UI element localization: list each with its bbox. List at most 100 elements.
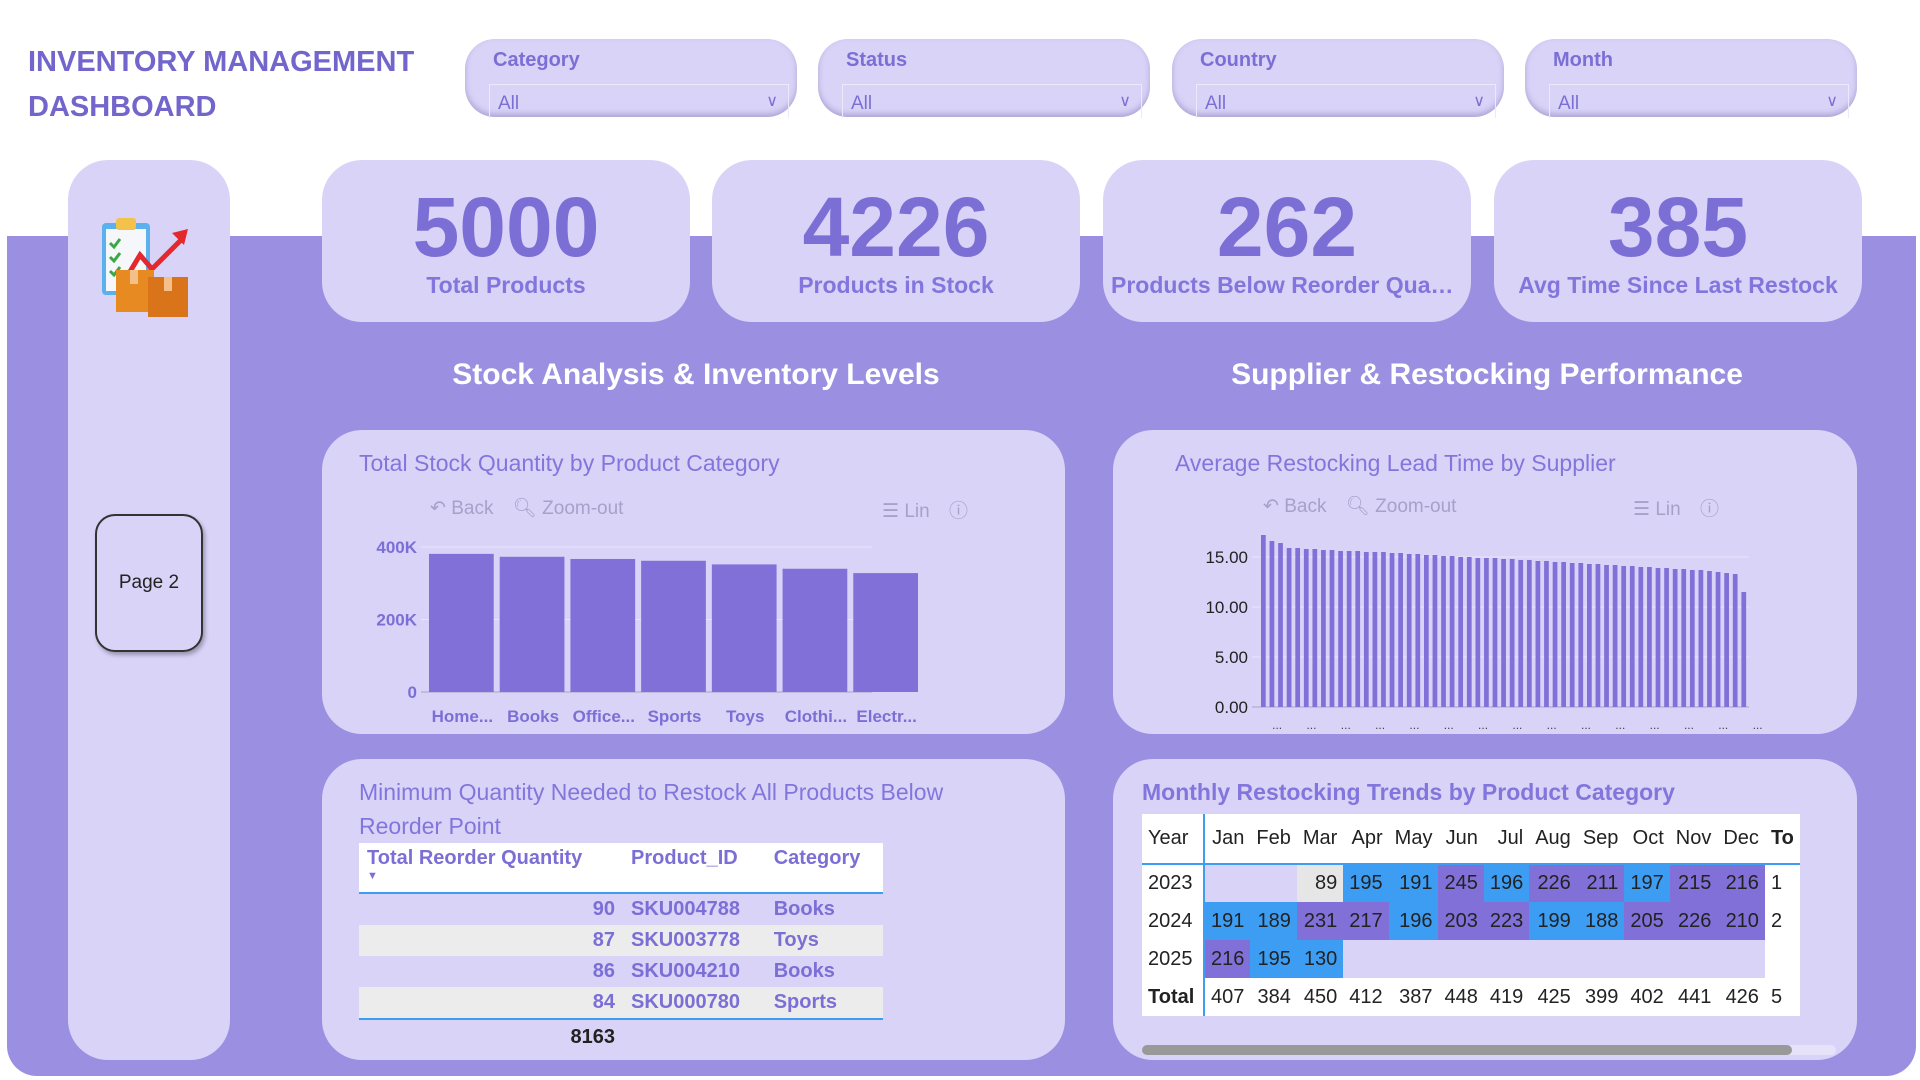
bar[interactable] [1526, 560, 1532, 707]
slicer-dropdown[interactable]: All ∨ [1196, 84, 1496, 118]
bar[interactable] [1269, 541, 1275, 707]
matrix-cell[interactable] [1624, 940, 1669, 978]
matrix-cell[interactable] [1204, 864, 1250, 902]
bar[interactable] [1655, 568, 1661, 707]
bar[interactable] [1587, 564, 1592, 707]
horizontal-scrollbar[interactable] [1142, 1045, 1836, 1055]
matrix-cell[interactable]: 2 [1764, 902, 1800, 940]
column-header[interactable]: Category [765, 843, 883, 894]
slicer-dropdown[interactable]: All ∨ [489, 84, 789, 118]
bar[interactable] [1424, 555, 1429, 707]
column-header[interactable]: Oct [1624, 814, 1670, 865]
matrix-cell[interactable]: 216 [1204, 940, 1251, 978]
lin-toggle[interactable]: ☰ Lin [882, 501, 930, 522]
bar[interactable] [1698, 570, 1704, 707]
bar[interactable] [1629, 566, 1635, 707]
bar[interactable] [853, 573, 918, 692]
bar[interactable] [1724, 573, 1729, 707]
bar[interactable] [1689, 570, 1695, 707]
matrix-cell[interactable]: 216 [1717, 864, 1765, 902]
matrix-cell[interactable]: 1 [1764, 864, 1800, 902]
column-header[interactable]: Nov [1669, 814, 1718, 865]
bar[interactable] [1381, 552, 1386, 707]
bar[interactable] [711, 564, 777, 692]
bar[interactable] [1415, 554, 1421, 707]
column-header[interactable]: Jan [1204, 814, 1251, 865]
bar[interactable] [1406, 554, 1412, 707]
matrix-cell[interactable]: 196 [1388, 902, 1439, 940]
bar[interactable] [1329, 550, 1335, 707]
page-2-button[interactable]: Page 2 [95, 514, 203, 652]
matrix-cell[interactable]: 223 [1483, 902, 1530, 940]
matrix-cell[interactable] [1438, 940, 1483, 978]
matrix-cell[interactable]: 89 [1296, 864, 1344, 902]
zoom-out-button[interactable]: 🔍︎ Zoom-out [1345, 496, 1457, 517]
column-header[interactable]: Jun [1438, 814, 1484, 865]
matrix-cell[interactable] [1670, 940, 1718, 978]
matrix-cell[interactable]: 196 [1483, 864, 1530, 902]
matrix-cell[interactable]: 199 [1529, 902, 1577, 940]
slicer-dropdown[interactable]: All ∨ [1549, 84, 1849, 118]
bar[interactable] [570, 558, 636, 692]
bar[interactable] [1518, 560, 1524, 707]
bar[interactable] [1672, 569, 1678, 707]
bar[interactable] [1612, 565, 1618, 707]
matrix-cell[interactable]: 215 [1669, 864, 1718, 902]
slicer-dropdown[interactable]: All ∨ [842, 84, 1142, 118]
table-row[interactable]: 86 SKU004210 Books [359, 956, 883, 987]
bar[interactable] [1398, 553, 1403, 707]
bar[interactable] [1638, 567, 1644, 707]
bar[interactable] [1569, 563, 1575, 707]
bar[interactable] [1312, 549, 1318, 707]
column-header[interactable]: Jul [1483, 814, 1530, 865]
column-header[interactable]: Product_ID [623, 843, 766, 894]
bar[interactable] [1295, 548, 1301, 707]
bar[interactable] [1604, 565, 1609, 707]
bar[interactable] [1355, 551, 1361, 707]
bar[interactable] [1363, 552, 1369, 707]
bar[interactable] [1535, 561, 1541, 707]
bar[interactable] [782, 568, 848, 692]
bar[interactable] [1561, 562, 1566, 707]
matrix-cell[interactable]: 217 [1343, 902, 1389, 940]
matrix-cell[interactable]: 189 [1250, 902, 1297, 940]
bar[interactable] [1707, 571, 1712, 707]
bar[interactable] [1492, 558, 1498, 707]
bar[interactable] [1544, 561, 1549, 707]
column-header[interactable]: Total Reorder Quantity ▼ [359, 843, 624, 894]
matrix-cell[interactable] [1250, 864, 1296, 902]
table-row[interactable]: 87 SKU003778 Toys [359, 925, 883, 956]
matrix-cell[interactable]: 188 [1576, 902, 1625, 940]
column-header[interactable]: Sep [1576, 814, 1625, 865]
bar[interactable] [1509, 559, 1515, 707]
bar[interactable] [1261, 535, 1266, 707]
matrix-cell[interactable]: 210 [1717, 902, 1765, 940]
bar[interactable] [1732, 574, 1738, 707]
bar[interactable] [1595, 564, 1601, 707]
matrix-cell[interactable]: 226 [1529, 864, 1577, 902]
matrix-cell[interactable]: 197 [1624, 864, 1670, 902]
bar[interactable] [1278, 543, 1283, 707]
lin-toggle[interactable]: ☰ Lin [1633, 499, 1681, 520]
bar[interactable] [1484, 558, 1489, 707]
bar[interactable] [1552, 562, 1558, 707]
matrix-cell[interactable] [1484, 940, 1529, 978]
column-header[interactable]: Apr [1343, 814, 1389, 865]
bar[interactable] [1741, 592, 1747, 707]
bar[interactable] [1681, 569, 1687, 707]
table-row[interactable]: 90 SKU004788 Books [359, 893, 883, 925]
bar[interactable] [1286, 548, 1292, 707]
bar[interactable] [1501, 559, 1506, 707]
matrix-cell[interactable]: 195 [1250, 940, 1297, 978]
back-button[interactable]: ↶ Back [1263, 496, 1327, 517]
bar[interactable] [1389, 553, 1395, 707]
bar[interactable] [1466, 557, 1472, 707]
bar[interactable] [1664, 568, 1669, 707]
zoom-out-button[interactable]: 🔍︎ Zoom-out [512, 498, 624, 519]
matrix-cell[interactable] [1343, 940, 1388, 978]
matrix-cell[interactable]: 226 [1669, 902, 1718, 940]
column-header[interactable]: Dec [1717, 814, 1765, 865]
bar[interactable] [1475, 558, 1481, 707]
matrix-cell[interactable]: 195 [1343, 864, 1389, 902]
bar[interactable] [1321, 550, 1326, 707]
